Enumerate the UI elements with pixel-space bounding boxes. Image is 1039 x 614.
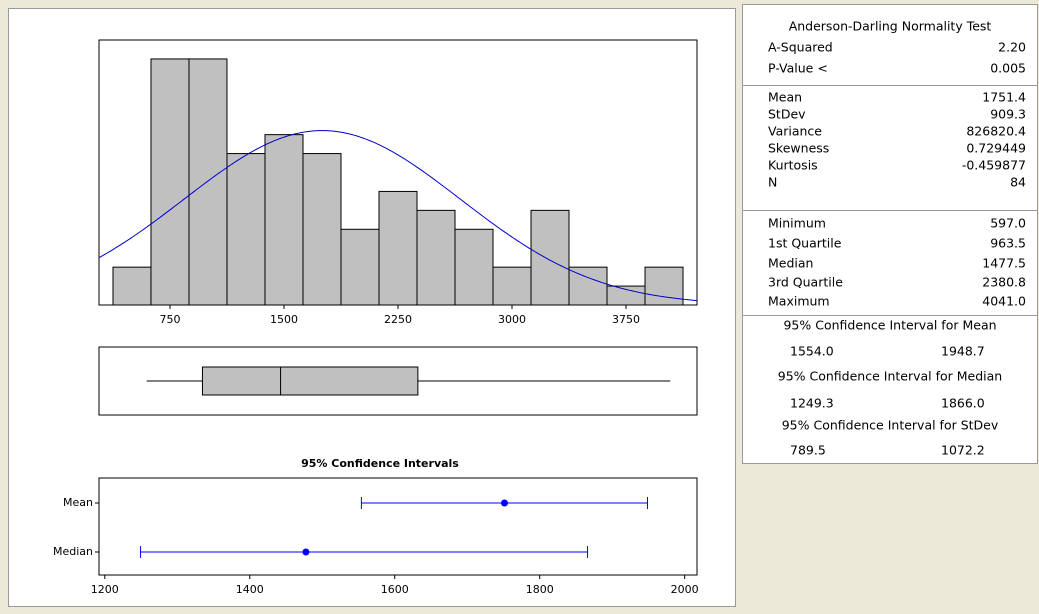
plot-frame xyxy=(98,346,698,416)
histogram-bar xyxy=(302,153,342,306)
box xyxy=(201,366,419,396)
interval-low: 1554.0 xyxy=(790,344,834,359)
table-header: Anderson-Darling Normality Test xyxy=(789,19,992,34)
summary-table: Anderson-Darling Normality Test A-Squared… xyxy=(742,4,1038,464)
table-header: 95% Confidence Interval for Median xyxy=(778,369,1002,384)
stat-label: Mean xyxy=(768,90,802,105)
stat-label: Kurtosis xyxy=(768,158,818,173)
stat-value: 1751.4 xyxy=(982,90,1026,105)
histogram-bar xyxy=(264,134,304,306)
interval-low: 1249.3 xyxy=(790,396,834,411)
stat-value: -0.459877 xyxy=(962,158,1026,173)
stat-value: 963.5 xyxy=(990,236,1026,251)
histogram-bar xyxy=(492,266,532,306)
histogram-bar xyxy=(188,58,228,306)
interval-high: 1866.0 xyxy=(941,396,985,411)
stat-label: 3rd Quartile xyxy=(768,275,843,290)
stat-value: 4041.0 xyxy=(982,294,1026,309)
stat-label: A-Squared xyxy=(768,40,833,55)
table-frame xyxy=(742,4,1038,464)
x-tick-label: 750 xyxy=(159,313,180,326)
histogram-bar xyxy=(378,190,418,306)
histogram-bar xyxy=(416,209,456,306)
histogram-bar xyxy=(530,209,570,306)
y-tick-label: Median xyxy=(53,545,93,558)
stat-value: 2.20 xyxy=(998,40,1026,55)
interval-title: 95% Confidence Intervals xyxy=(301,457,459,470)
interval-high: 1948.7 xyxy=(941,344,985,359)
stat-label: StDev xyxy=(768,107,806,122)
histogram-bar xyxy=(340,228,380,306)
x-tick-label: 2250 xyxy=(384,313,412,326)
stat-value: 84 xyxy=(1010,175,1026,190)
stat-label: Maximum xyxy=(768,294,830,309)
stat-value: 0.729449 xyxy=(966,141,1026,156)
x-tick-label: 3000 xyxy=(498,313,526,326)
stat-value: 909.3 xyxy=(990,107,1026,122)
interval-low: 789.5 xyxy=(790,443,826,458)
x-tick-label: 3750 xyxy=(612,313,640,326)
stat-value: 597.0 xyxy=(990,216,1026,231)
stat-label: 1st Quartile xyxy=(768,236,842,251)
x-tick-label: 1400 xyxy=(236,583,264,596)
stat-label: Median xyxy=(768,256,813,271)
histogram-bar xyxy=(454,228,494,306)
estimate-point xyxy=(500,499,508,507)
histogram-bar xyxy=(644,266,684,306)
x-tick-label: 1600 xyxy=(381,583,409,596)
stat-value: 826820.4 xyxy=(966,124,1026,139)
table-header: 95% Confidence Interval for Mean xyxy=(783,318,996,333)
plot-frame xyxy=(98,477,698,576)
stat-value: 1477.5 xyxy=(982,256,1026,271)
stat-label: N xyxy=(768,175,777,190)
x-tick-label: 2000 xyxy=(671,583,699,596)
stat-label: P-Value < xyxy=(768,61,828,76)
table-header: 95% Confidence Interval for StDev xyxy=(782,418,999,433)
graph-panel xyxy=(8,8,736,607)
histogram-bar xyxy=(226,153,266,306)
stat-label: Skewness xyxy=(768,141,829,156)
histogram-bar xyxy=(568,266,608,306)
stat-value: 2380.8 xyxy=(982,275,1026,290)
histogram-bar xyxy=(112,266,152,306)
interval-high: 1072.2 xyxy=(941,443,985,458)
stat-value: 0.005 xyxy=(990,61,1026,76)
x-tick-label: 1800 xyxy=(526,583,554,596)
normal-curve xyxy=(98,130,698,302)
stat-label: Minimum xyxy=(768,216,826,231)
x-tick-label: 1200 xyxy=(91,583,119,596)
y-tick-label: Mean xyxy=(63,496,93,509)
x-tick-label: 1500 xyxy=(270,313,298,326)
stat-label: Variance xyxy=(768,124,822,139)
histogram-bar xyxy=(150,58,190,306)
estimate-point xyxy=(302,548,310,556)
